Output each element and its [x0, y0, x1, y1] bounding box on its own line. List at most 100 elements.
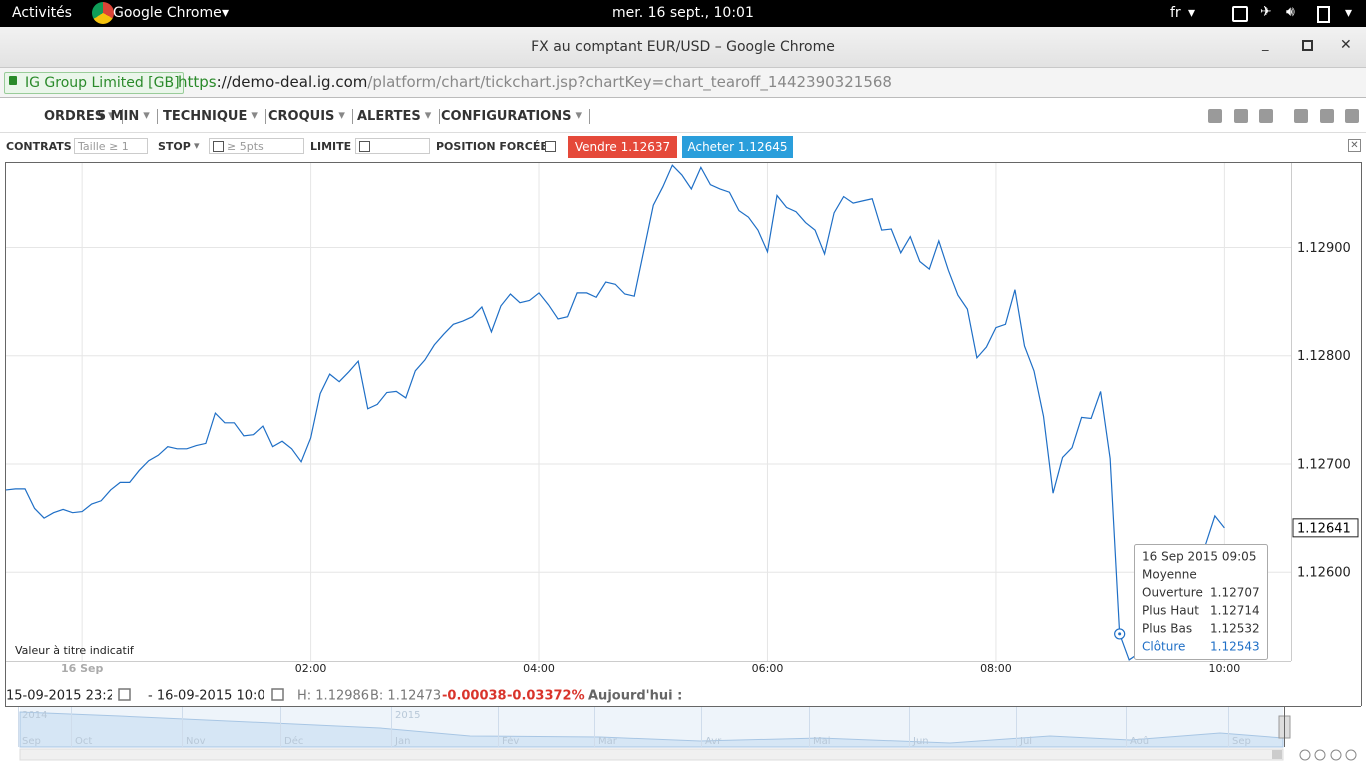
system-bar: Activités Google Chrome ▾ mer. 16 sept.,…: [0, 0, 1366, 27]
x-tick-label: 08:00: [980, 662, 1012, 675]
tool-icon[interactable]: [1259, 109, 1273, 123]
tool-icon[interactable]: [1208, 109, 1222, 123]
limit-label: LIMITE: [310, 140, 352, 153]
app-menu[interactable]: Google Chrome: [113, 5, 222, 21]
tooltip: [1134, 544, 1268, 660]
status-icon: [1232, 6, 1248, 22]
menu-item[interactable]: CONFIGURATIONS: [441, 109, 572, 124]
menu-item[interactable]: ORDRES: [44, 109, 105, 124]
status-from: 15-09-2015 23:20: [6, 689, 123, 704]
y-tick-label: 1.12600: [1297, 566, 1351, 581]
zoom-control[interactable]: [1314, 749, 1326, 761]
limit-checkbox[interactable]: [359, 141, 370, 152]
menu-item[interactable]: 5 MIN: [97, 109, 140, 124]
navigator-month: Fév: [502, 735, 519, 747]
tool-icon[interactable]: [1234, 109, 1248, 123]
tooltip-label: Ouverture: [1142, 586, 1203, 600]
y-tick-label: 1.12700: [1297, 457, 1351, 472]
window-title: FX au comptant EUR/USD – Google Chrome: [531, 39, 835, 55]
dropdown-arrow: ▾: [338, 108, 345, 123]
menu-item[interactable]: ALERTES: [357, 109, 421, 124]
status-bar: 15-09-2015 23:20 - 16-09-2015 10:00 H: 1.1…: [6, 684, 1361, 706]
navigator-month: Jun: [912, 736, 929, 747]
forced-position-checkbox[interactable]: [545, 141, 556, 152]
airplane-icon: ✈: [1260, 4, 1272, 20]
menu-item[interactable]: TECHNIQUE: [163, 109, 248, 124]
price-line: [5, 164, 1225, 661]
stop-checkbox[interactable]: [213, 141, 224, 152]
navigator-month: Avr: [705, 736, 722, 747]
tooltip-series: Moyenne: [1142, 568, 1197, 582]
maximize-button[interactable]: [1302, 40, 1313, 51]
tool-icon[interactable]: [1345, 109, 1359, 123]
x-tick-label: 02:00: [295, 662, 327, 675]
battery-icon: [1317, 6, 1330, 23]
activities[interactable]: Activités: [12, 5, 72, 21]
scrollbar-thumb: [1272, 750, 1282, 759]
status-today: Aujourd'hui :: [588, 689, 682, 704]
stop-input[interactable]: ≥ 5pts: [209, 138, 304, 154]
plot-area: [6, 163, 1291, 661]
x-tick-label: 04:00: [523, 662, 555, 675]
close-panel-button[interactable]: ✕: [1348, 139, 1361, 152]
stop-label[interactable]: STOP: [158, 140, 191, 153]
navigator-area: [19, 711, 1284, 748]
status-background: [6, 684, 1361, 706]
certificate-badge[interactable]: IG Group Limited [GB]: [4, 72, 184, 94]
tooltip-label: Plus Bas: [1142, 622, 1192, 636]
chrome-icon: [92, 2, 114, 24]
close-button[interactable]: ✕: [1340, 37, 1352, 53]
separator: [122, 109, 124, 124]
menu-item[interactable]: CROQUIS: [268, 109, 335, 124]
navigator-month: Jul: [1019, 736, 1032, 747]
dropdown-arrow: ▾: [424, 108, 432, 123]
zoom-control[interactable]: [1330, 749, 1342, 761]
status-change: -0.00038: [442, 689, 507, 704]
limit-input[interactable]: [355, 138, 430, 154]
x-tick-label: 06:00: [752, 662, 784, 675]
clock[interactable]: mer. 16 sept., 10:01: [612, 5, 754, 21]
forced-position-label: POSITION FORCÉE: [436, 140, 548, 153]
status-low: B: 1.12473: [370, 689, 441, 704]
tooltip-value: 1.12707: [1210, 586, 1260, 600]
navigator-month: Sep: [22, 736, 41, 747]
dropdown-arrow: ▾: [194, 139, 200, 152]
navigator-month: Déc: [284, 735, 303, 747]
zoom-control[interactable]: [1345, 749, 1357, 761]
language[interactable]: fr: [1170, 5, 1181, 21]
minimize-button[interactable]: _: [1262, 37, 1269, 52]
tooltip-label: Clôture: [1142, 640, 1185, 654]
tool-icon[interactable]: [1320, 109, 1334, 123]
sell-button[interactable]: Vendre 1.12637: [568, 136, 677, 158]
buy-button[interactable]: Acheter 1.12645: [682, 136, 793, 158]
dropdown-arrow: ▾: [575, 108, 583, 123]
size-input[interactable]: Taille ≥ 1: [74, 138, 148, 154]
separator: [352, 109, 354, 124]
url[interactable]: https://demo-deal.ig.com/platform/chart/…: [178, 73, 892, 91]
dropdown-arrow: ▾: [251, 108, 258, 123]
tooltip-value: 1.12714: [1210, 604, 1260, 618]
tooltip-label: Plus Haut: [1142, 604, 1199, 618]
separator: [589, 109, 591, 124]
navigator-year: 2014: [22, 710, 47, 721]
tooltip-value: 1.12543: [1210, 640, 1260, 654]
order-bar: CONTRATS Taille ≥ 1 STOP ▾ ≥ 5pts LIMITE…: [0, 133, 1366, 161]
address-bar: IG Group Limited [GB] https://demo-deal.…: [0, 68, 1366, 98]
separator: [438, 109, 440, 124]
window-title-bar: FX au comptant EUR/USD – Google Chrome _…: [0, 27, 1366, 68]
status-change-pct: -0.03372%: [507, 689, 585, 704]
zoom-control[interactable]: [1299, 749, 1311, 761]
y-tick-label: 1.12800: [1297, 349, 1351, 364]
navigator-year: 2015: [395, 710, 420, 721]
tooltip-date: 16 Sep 2015 09:05: [1142, 550, 1256, 564]
navigator-month: Jan: [394, 736, 410, 747]
navigator-month: Sep: [1232, 736, 1251, 747]
calendar-icon: [271, 688, 284, 701]
tool-icon[interactable]: [1294, 109, 1308, 123]
lock-icon: [9, 76, 17, 85]
status-to: - 16-09-2015 10:00: [148, 689, 274, 704]
dropdown-arrow: ▾: [1345, 5, 1353, 21]
